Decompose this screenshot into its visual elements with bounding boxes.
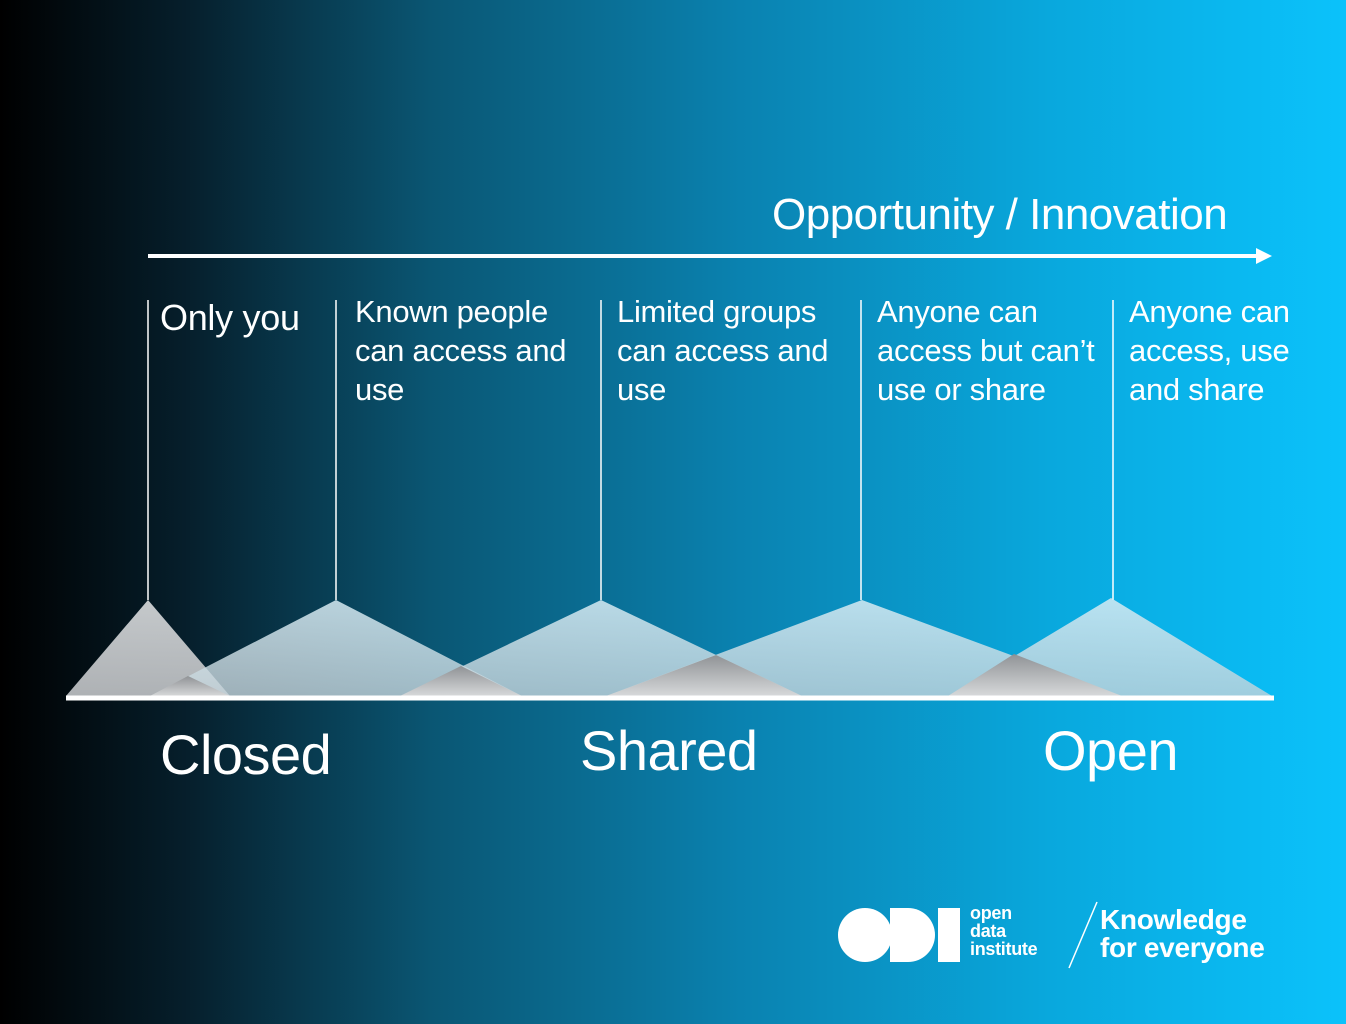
- wordmark-line-3: institute: [970, 939, 1038, 959]
- overlap-shade-4: [948, 654, 1122, 696]
- level-label-known-people: Known people can access and use: [355, 294, 567, 407]
- category-closed: Closed: [160, 723, 332, 786]
- opportunity-innovation-label: Opportunity / Innovation: [772, 190, 1228, 239]
- opportunity-arrow: [148, 248, 1272, 264]
- category-open: Open: [1043, 719, 1179, 782]
- triangle-only-you: [66, 600, 230, 696]
- logo-divider-slash: [1068, 901, 1098, 969]
- odi-wordmark: open data institute: [970, 903, 1038, 959]
- odi-logo: open data institute Knowledge for everyo…: [838, 900, 1308, 970]
- level-label-only-you: Only you: [160, 297, 300, 338]
- overlap-shade-2: [400, 666, 522, 696]
- overlap-shade-1: [150, 676, 230, 696]
- overlap-shade-3: [606, 655, 802, 696]
- tagline-line-2: for everyone: [1100, 932, 1265, 963]
- wordmark-line-1: open: [970, 903, 1012, 923]
- triangle-known-people: [150, 600, 522, 696]
- tagline-line-1: Knowledge: [1100, 904, 1247, 935]
- level-label-anyone-share: Anyone can access, use and share: [1129, 294, 1290, 407]
- level-label-anyone-access: Anyone can access but can’t use or share: [877, 294, 1095, 407]
- level-label-limited-groups: Limited groups can access and use: [617, 294, 829, 407]
- category-shared: Shared: [580, 719, 758, 782]
- odi-tagline: Knowledge for everyone: [1100, 904, 1265, 963]
- wordmark-line-2: data: [970, 921, 1006, 941]
- odi-logo-mark: [838, 908, 960, 962]
